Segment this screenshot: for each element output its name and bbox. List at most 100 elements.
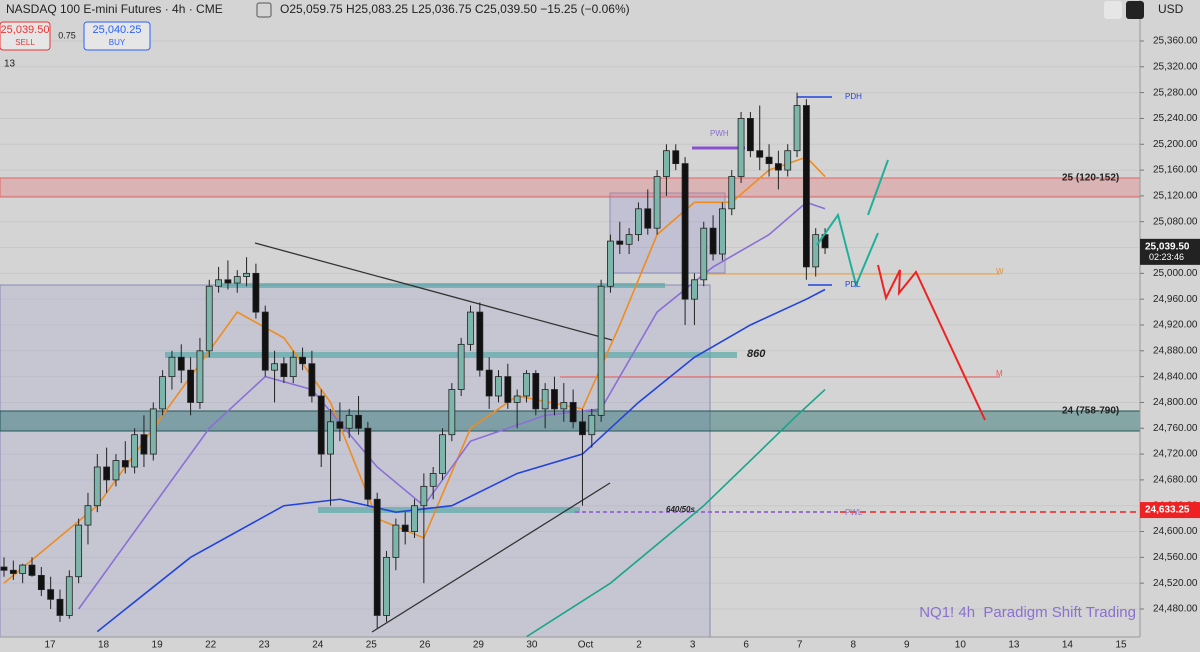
indicator-line (526, 388, 826, 638)
candle-body (439, 434, 446, 474)
y-tick-label: 25,240.00 (1153, 113, 1198, 124)
projection (877, 264, 986, 421)
annotation: PWH (710, 129, 729, 138)
candle-body (784, 150, 792, 171)
level-bar (220, 283, 665, 288)
candle-body (625, 234, 633, 245)
sell-button[interactable] (0, 21, 51, 51)
x-tick-label: 19 (152, 640, 164, 651)
settings-button[interactable] (256, 2, 272, 18)
projection (867, 159, 889, 216)
x-tick-label: 18 (98, 640, 110, 651)
candle-body (280, 363, 288, 378)
candle-body (485, 369, 493, 397)
candle-body (159, 376, 167, 410)
x-tick-label: 3 (690, 640, 696, 651)
buy-label: BUY (109, 38, 126, 47)
last-price-label: 25,039.50 (1145, 241, 1190, 252)
x-tick-label: 14 (1062, 640, 1074, 651)
candle-body (93, 466, 101, 507)
candle-body (299, 356, 306, 365)
candle-body (737, 118, 745, 177)
annotation: 640/50s (666, 505, 695, 514)
candle-body (0, 566, 8, 571)
y-tick-label: 24,920.00 (1153, 320, 1198, 331)
candle-body (616, 240, 624, 245)
sell-label: SELL (15, 38, 35, 47)
candle-body (476, 311, 484, 371)
candle-body (802, 105, 810, 268)
x-tick-label: Oct (578, 640, 594, 651)
candle-body (149, 408, 157, 455)
candle-body (635, 208, 642, 236)
candle-body (37, 575, 45, 591)
candle-body (84, 505, 92, 526)
ohlc: O25,059.75 H25,083.25 L25,036.75 C25,039… (280, 2, 630, 16)
candle-body (532, 372, 540, 410)
candle-body (728, 176, 736, 210)
x-tick-label: 2 (636, 640, 642, 651)
y-tick-label: 24,600.00 (1153, 526, 1198, 537)
candle-body (196, 350, 204, 403)
y-tick-label: 24,760.00 (1153, 423, 1198, 434)
candle-body (429, 473, 437, 487)
y-tick-label: 25,360.00 (1153, 36, 1198, 47)
candle-body (523, 372, 530, 397)
candle-body (308, 363, 316, 397)
spread: 0.75 (58, 30, 76, 40)
candle-body (579, 421, 586, 436)
candle-body (569, 402, 577, 423)
candle-body (513, 395, 521, 403)
indicator-count: 13 (4, 59, 16, 70)
x-tick-label: 9 (904, 640, 910, 651)
x-tick-label: 23 (259, 640, 271, 651)
annotation: PDL (845, 280, 861, 289)
candle-body (289, 356, 297, 378)
candle-body (691, 279, 698, 300)
level-bar (318, 507, 580, 513)
x-tick-label: 29 (473, 640, 485, 651)
scroll-button[interactable] (1104, 1, 1122, 19)
projection (816, 212, 879, 289)
x-tick-label: 30 (526, 640, 538, 651)
candle-body (65, 576, 73, 616)
x-tick-label: 26 (419, 640, 431, 651)
candle-body (9, 569, 17, 574)
candle-body (719, 208, 726, 255)
candle-body (19, 564, 27, 574)
candle-body (187, 369, 195, 403)
candle-body (420, 485, 428, 507)
annotation: PWL (845, 508, 863, 517)
candle-body (401, 524, 409, 532)
screenshot-button[interactable] (1126, 1, 1144, 19)
x-tick-label: 15 (1115, 640, 1127, 651)
candle-body (327, 421, 334, 455)
candle-body (103, 466, 111, 481)
y-tick-label: 24,520.00 (1153, 578, 1198, 589)
candle-body (271, 363, 278, 371)
indicators (3, 156, 826, 638)
candle-body (756, 150, 764, 158)
candle-body (392, 524, 400, 558)
trendline (371, 482, 611, 633)
y-tick-label: 25,280.00 (1153, 87, 1198, 98)
y-tick-label: 24,880.00 (1153, 345, 1198, 356)
buy-button[interactable] (83, 21, 151, 51)
candle-body (215, 279, 222, 287)
x-tick-label: 17 (44, 640, 56, 651)
candle-body (653, 176, 661, 229)
candle-body (261, 311, 269, 371)
candle-body (355, 414, 362, 429)
annotation: PDH (845, 92, 862, 101)
y-tick-label: 24,560.00 (1153, 552, 1198, 563)
candle-body (168, 356, 176, 378)
candle-body (793, 105, 801, 152)
x-tick-label: 6 (743, 640, 749, 651)
countdown: 02:23:46 (1149, 252, 1184, 262)
candle-body (663, 150, 670, 177)
y-tick-label: 25,200.00 (1153, 139, 1198, 150)
candle-body (383, 556, 390, 616)
annotation: 24 (758-790) (1062, 406, 1119, 417)
y-tick-label: 24,680.00 (1153, 475, 1198, 486)
x-tick-label: 10 (955, 640, 967, 651)
